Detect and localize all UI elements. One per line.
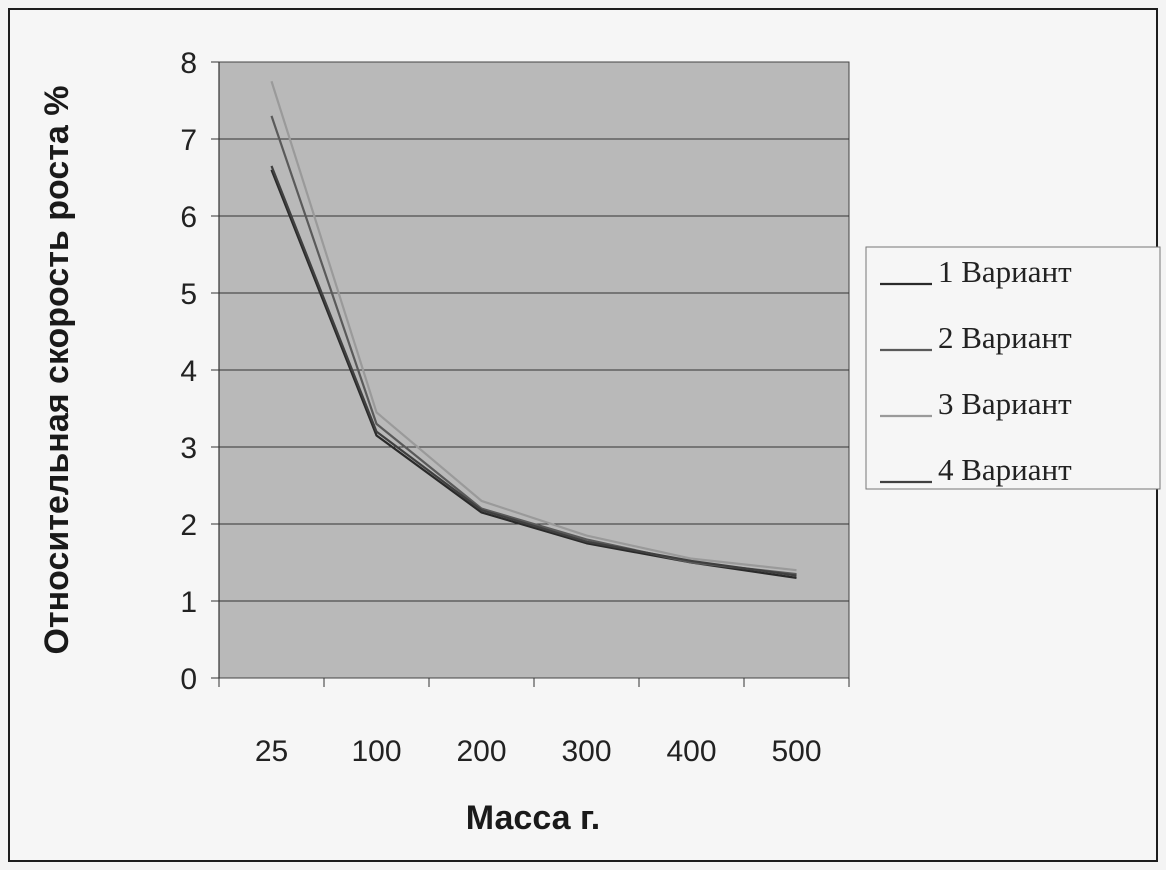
y-tick-label: 6: [180, 201, 197, 234]
x-axis: 25 100 200 300 400 500: [218, 678, 850, 768]
y-axis-title: Относительная скорость роста %: [38, 85, 76, 654]
legend-label-2: 2 Вариант: [938, 320, 1072, 355]
x-tick-label: 300: [561, 735, 611, 768]
y-tick-label: 8: [180, 47, 197, 80]
y-tick-label: 4: [180, 355, 197, 388]
y-tick-label: 1: [180, 586, 197, 619]
legend-label-3: 3 Вариант: [938, 386, 1072, 421]
legend-label-4: 4 Вариант: [938, 452, 1072, 487]
x-tick-label: 100: [351, 735, 401, 768]
x-tick-label: 200: [456, 735, 506, 768]
legend-label-1: 1 Вариант: [938, 254, 1072, 289]
x-tick-label: 400: [666, 735, 716, 768]
x-tick-label: 500: [771, 735, 821, 768]
y-tick-label: 2: [180, 509, 197, 542]
x-tick-label: 25: [255, 735, 288, 768]
y-tick-label: 3: [180, 432, 197, 465]
series-line-4: [270, 165, 797, 577]
legend: 1 Вариант 2 Вариант 3 Вариант 4 Вариант: [865, 246, 1161, 490]
y-axis: 0 1 2 3 4 5 6 7 8: [180, 47, 220, 696]
legend-box: [865, 246, 1161, 490]
y-tick-label: 7: [180, 124, 197, 157]
series-lines: [270, 80, 797, 579]
y-tick-label: 5: [180, 278, 197, 311]
series-line-3: [270, 80, 797, 572]
x-axis-title: Масса г.: [466, 799, 600, 837]
y-tick-label: 0: [180, 663, 197, 696]
